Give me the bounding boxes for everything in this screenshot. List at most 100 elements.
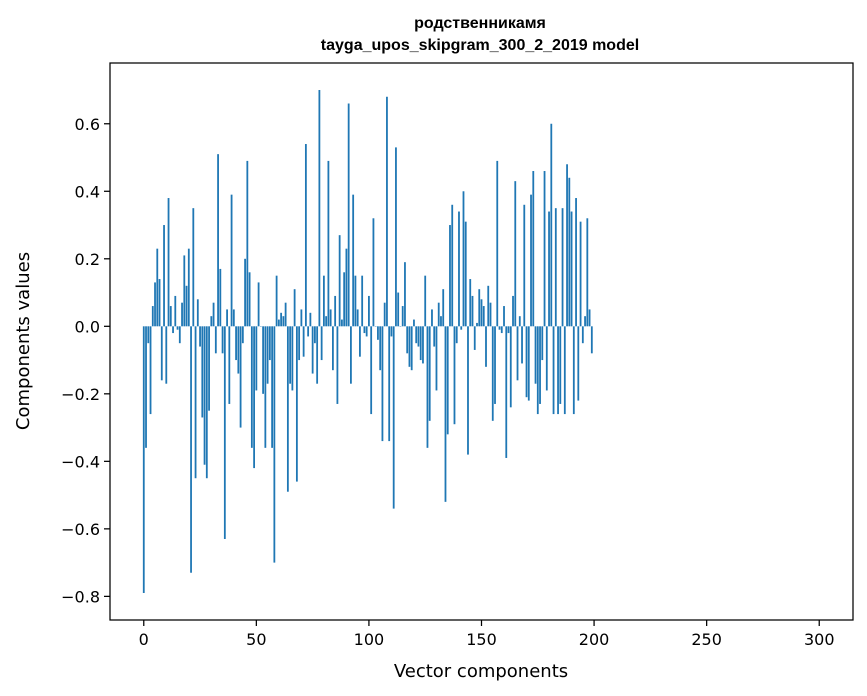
y-axis-ticks: −0.8 −0.6 −0.4 −0.2 0.0 0.2 0.4 0.6 (61, 115, 110, 606)
bar-component-0 (142, 326, 145, 593)
bar-component-150 (480, 299, 483, 327)
bar-component-158 (498, 326, 501, 330)
bar-component-8 (160, 326, 163, 381)
bar-component-104 (377, 326, 379, 340)
bar-component-181 (550, 123, 553, 327)
x-tick-label: 50 (246, 630, 266, 649)
bar-component-196 (584, 316, 586, 327)
bar-component-129 (433, 326, 436, 347)
bar-component-105 (379, 326, 382, 371)
bar-component-99 (365, 326, 368, 337)
bar-component-164 (512, 295, 514, 327)
bar-component-5 (154, 282, 156, 327)
bar-component-37 (226, 309, 228, 327)
bar-component-195 (581, 326, 584, 344)
bar-component-137 (451, 204, 454, 327)
x-tick-label: 300 (804, 630, 835, 649)
bar-component-112 (395, 147, 397, 327)
bar-component-80 (322, 275, 325, 327)
y-tick-label: 0.2 (75, 250, 100, 269)
bar-component-144 (467, 326, 469, 455)
y-tick-label: 0.0 (75, 317, 100, 336)
bar-component-23 (194, 326, 197, 479)
bar-component-73 (307, 326, 310, 337)
bar-component-25 (199, 326, 201, 347)
bar-component-7 (158, 279, 161, 327)
bar-component-100 (368, 295, 370, 327)
bar-component-149 (478, 289, 481, 327)
bar-component-62 (282, 316, 285, 327)
bar-component-126 (426, 326, 429, 448)
bar-component-184 (557, 326, 559, 415)
bar-component-88 (341, 319, 343, 327)
bar-component-14 (174, 295, 177, 327)
x-axis-ticks: 0 50 100 150 200 250 300 (139, 620, 835, 649)
bar-component-60 (277, 319, 280, 327)
bar-component-15 (176, 326, 179, 330)
bar-component-155 (491, 326, 494, 421)
bar-component-108 (386, 96, 388, 327)
bar-component-111 (392, 326, 395, 509)
bar-component-1 (145, 326, 147, 448)
y-tick-label: −0.2 (61, 385, 100, 404)
bar-component-106 (381, 326, 384, 442)
bar-component-31 (212, 302, 215, 327)
bar-component-156 (494, 326, 496, 404)
bar-component-136 (449, 225, 451, 327)
x-tick-label: 150 (466, 630, 497, 649)
bar-component-179 (545, 326, 548, 391)
bar-component-16 (178, 326, 181, 344)
bar-component-55 (266, 326, 269, 384)
bar-component-27 (203, 326, 206, 465)
bar-component-170 (525, 326, 528, 398)
bar-component-83 (329, 309, 332, 327)
bar-component-123 (419, 326, 422, 361)
bar-component-49 (253, 326, 255, 469)
bar-component-50 (255, 326, 258, 391)
bar-component-127 (428, 326, 431, 421)
bar-component-71 (302, 326, 305, 357)
bar-component-147 (473, 326, 476, 350)
bar-component-36 (223, 326, 226, 539)
bar-component-89 (343, 272, 346, 327)
bar-component-166 (516, 326, 519, 381)
bar-component-121 (415, 326, 418, 344)
bar-component-12 (169, 306, 172, 327)
bar-component-81 (325, 316, 328, 327)
bar-component-125 (424, 275, 427, 327)
bar-component-28 (205, 326, 208, 479)
bar-component-122 (417, 326, 420, 347)
bar-component-13 (172, 326, 174, 334)
bar-component-141 (460, 326, 463, 330)
bar-component-2 (147, 326, 150, 344)
bar-component-133 (442, 289, 445, 327)
y-tick-label: −0.6 (61, 520, 100, 539)
bar-component-78 (318, 90, 321, 327)
bar-component-153 (487, 285, 490, 327)
x-tick-label: 250 (691, 630, 722, 649)
bar-component-42 (237, 326, 240, 374)
plot-area-frame (109, 62, 854, 621)
bar-component-69 (298, 326, 301, 361)
bar-component-17 (181, 302, 183, 327)
bar-component-173 (532, 171, 535, 327)
bar-component-117 (406, 326, 409, 354)
bar-component-168 (521, 326, 523, 364)
bar-component-161 (505, 326, 508, 458)
bar-component-178 (543, 171, 546, 327)
bar-component-145 (469, 279, 472, 327)
bar-component-109 (388, 326, 391, 442)
x-axis-label: Vector components (394, 661, 568, 682)
y-tick-label: −0.8 (61, 587, 100, 606)
bar-component-41 (235, 326, 237, 361)
bar-component-190 (570, 211, 573, 327)
x-tick-label: 200 (579, 630, 610, 649)
bar-component-148 (476, 322, 478, 327)
bar-component-191 (572, 326, 575, 415)
bar-component-93 (352, 194, 355, 327)
bar-component-9 (163, 225, 165, 327)
chart-title-line-1: родственникамя (414, 15, 546, 32)
bar-component-185 (559, 326, 562, 404)
bar-component-59 (275, 275, 278, 327)
bar-component-67 (293, 289, 296, 327)
